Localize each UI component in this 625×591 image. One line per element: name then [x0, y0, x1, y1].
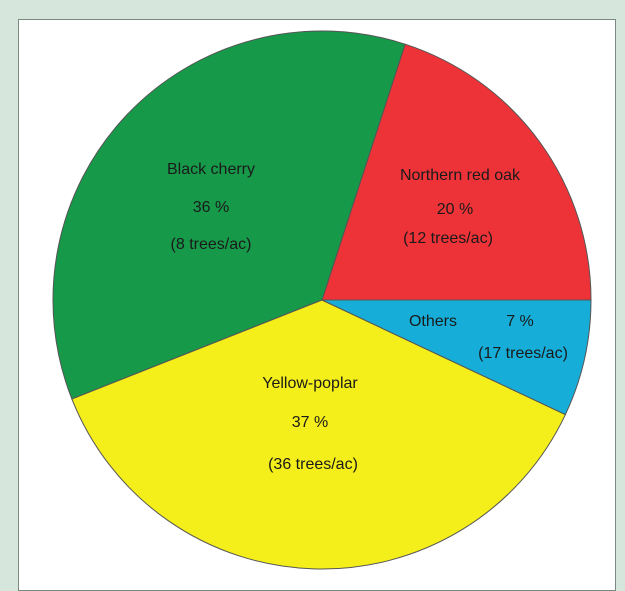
- label-northern-red-oak: Northern red oak: [400, 167, 521, 184]
- slice-others: [321, 299, 592, 416]
- count-northern-red-oak: (12 trees/ac): [403, 230, 493, 247]
- percent-northern-red-oak: 20 %: [437, 201, 473, 218]
- label-others: Others: [409, 313, 457, 330]
- percent-black-cherry: 36 %: [193, 199, 229, 216]
- slice-yellow-poplar: [71, 299, 567, 570]
- percent-yellow-poplar: 37 %: [292, 414, 328, 431]
- count-others: (17 trees/ac): [478, 345, 568, 362]
- count-black-cherry: (8 trees/ac): [171, 236, 252, 253]
- label-yellow-poplar: Yellow-poplar: [262, 375, 358, 392]
- slice-northern-red-oak: [321, 43, 592, 301]
- count-yellow-poplar: (36 trees/ac): [268, 456, 358, 473]
- percent-others: 7 %: [506, 313, 534, 330]
- pie-slices: [52, 30, 592, 570]
- slice-black-cherry: [52, 30, 406, 400]
- label-black-cherry: Black cherry: [167, 161, 255, 178]
